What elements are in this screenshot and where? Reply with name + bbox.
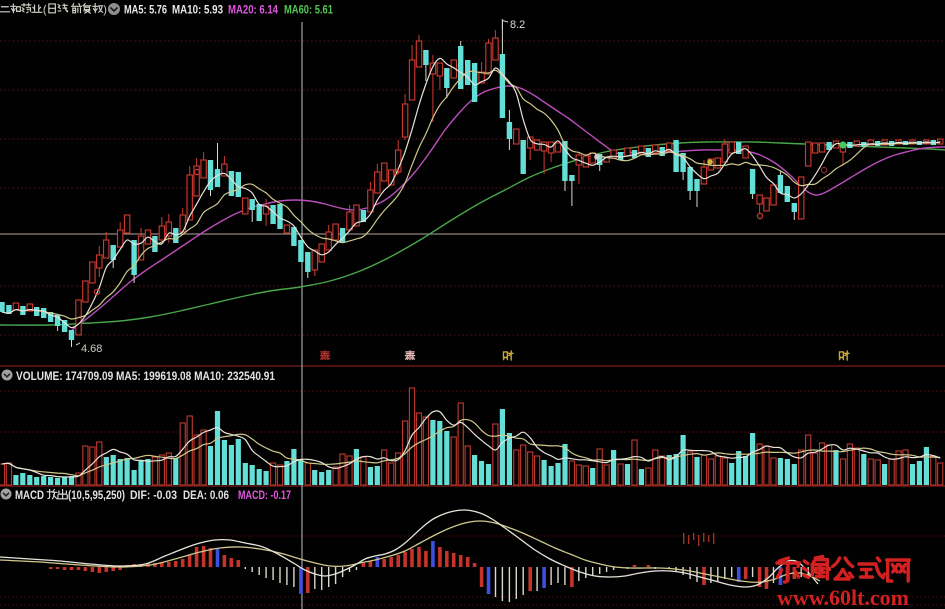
- svg-text:MA60: 5.61: MA60: 5.61: [284, 5, 333, 17]
- svg-text:DIF: -0.03: DIF: -0.03: [130, 490, 177, 502]
- svg-text:4.68: 4.68: [81, 343, 102, 355]
- svg-text:VOLUME: 174709.09 MA5: 199619: VOLUME: 174709.09 MA5: 199619.08 MA10: 2…: [16, 371, 276, 383]
- svg-text:8.2: 8.2: [510, 19, 525, 31]
- svg-text:MACD: MACD: [15, 490, 44, 502]
- svg-text:DEA: 0.06: DEA: 0.06: [183, 490, 229, 502]
- svg-text:MACD: -0.17: MACD: -0.17: [238, 490, 291, 502]
- svg-text:): ): [103, 4, 107, 16]
- svg-text:www.60lt.com: www.60lt.com: [777, 585, 909, 609]
- svg-text:MA20: 6.14: MA20: 6.14: [228, 5, 278, 17]
- svg-text:(: (: [43, 4, 47, 16]
- svg-text:(10,5,95,250): (10,5,95,250): [68, 490, 125, 502]
- svg-text:MA10: 5.93: MA10: 5.93: [172, 5, 223, 17]
- svg-text:MA5: 5.76: MA5: 5.76: [124, 5, 167, 17]
